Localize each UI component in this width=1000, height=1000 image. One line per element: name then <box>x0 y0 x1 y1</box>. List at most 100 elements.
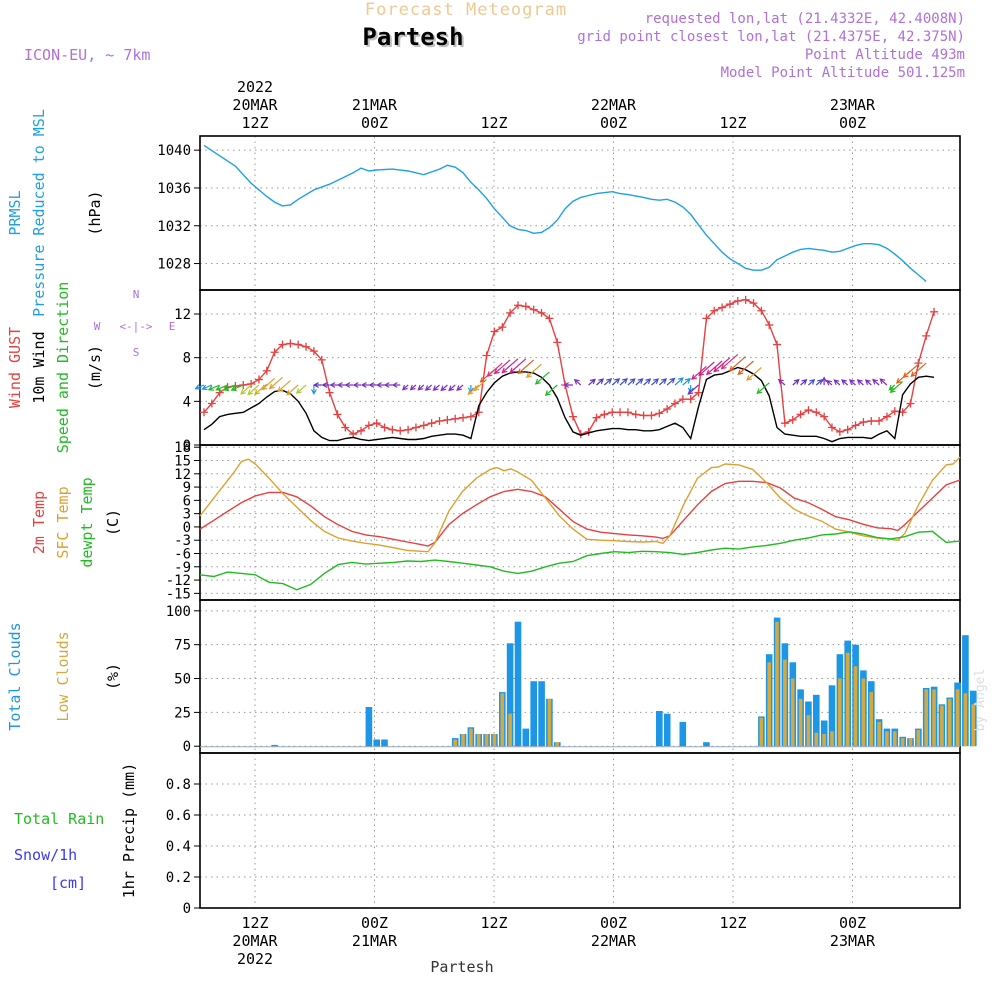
location-title: Partesh <box>364 25 465 53</box>
gust-marker <box>718 303 727 312</box>
wind-gust-line <box>203 299 935 435</box>
clouds-axis-title: Total Clouds <box>6 622 24 730</box>
time-axis-label: 22MAR <box>591 932 637 950</box>
total-cloud-bar <box>381 739 388 747</box>
gust-marker <box>553 338 562 347</box>
low-cloud-bar <box>838 678 842 747</box>
time-axis-label: 23MAR <box>830 96 876 114</box>
gust-marker <box>380 423 389 432</box>
temperature-ytick-label: -12 <box>166 573 191 589</box>
low-cloud-bar <box>908 738 913 747</box>
wind-ytick-label: 4 <box>183 394 191 410</box>
gust-marker <box>812 408 821 417</box>
low-cloud-bar <box>492 734 497 747</box>
pressure-axis-title: Pressure Reduced to MSL <box>30 109 48 317</box>
wind-direction-arrow <box>493 359 511 375</box>
wind-direction-arrow <box>563 382 573 388</box>
low-cloud-bar <box>798 698 803 747</box>
prmsl-line <box>203 144 927 283</box>
gust-marker <box>906 399 915 408</box>
wind-axis-title: (m/s) <box>86 345 104 390</box>
gust-marker <box>914 359 923 368</box>
precip-panel: 0 0.2 0.4 0.6 0.8 Total Rain Snow/1h [cm] 1hr Pr… <box>14 752 961 917</box>
time-axis-label: 00Z <box>600 114 627 132</box>
wind-direction-arrow <box>737 360 754 376</box>
time-axis-label: 00Z <box>361 914 388 932</box>
sfc-temp-line <box>199 456 961 553</box>
wind-direction-arrow <box>432 384 440 392</box>
low-cloud-bar <box>461 734 465 747</box>
low-cloud-bar <box>469 728 473 747</box>
precip-legend-unit: [cm] <box>50 874 86 892</box>
wind-direction-arrow <box>509 358 527 374</box>
wind-direction-arrow <box>517 359 535 375</box>
gust-marker <box>741 295 750 304</box>
time-axis-label: 2022 <box>237 78 273 96</box>
wind-direction-arrow <box>603 378 613 386</box>
wind-direction-arrow <box>417 384 425 391</box>
total-cloud-bar <box>663 713 671 747</box>
total-cloud-bar <box>813 694 820 747</box>
total-cloud-bar <box>656 711 663 747</box>
wind-direction-arrow <box>247 384 260 396</box>
gust-marker <box>427 419 436 428</box>
wind-direction-arrow <box>841 379 849 386</box>
wind-direction-arrow <box>746 367 762 381</box>
wind-direction-arrow <box>194 384 205 390</box>
gust-marker <box>600 410 609 419</box>
gust-marker <box>882 412 891 421</box>
wind-direction-arrow <box>808 378 816 386</box>
time-axis-label: 00Z <box>839 914 866 932</box>
temperature-ytick-label: 18 <box>174 440 191 456</box>
clouds-ytick-label: 50 <box>174 672 191 688</box>
low-cloud-bar <box>885 731 889 747</box>
clouds-axis-title: Low Clouds <box>54 631 72 721</box>
low-cloud-bar <box>900 738 905 747</box>
wind-ytick-label: 12 <box>174 307 191 323</box>
gust-marker <box>270 348 279 357</box>
gust-marker <box>247 379 256 388</box>
gust-marker <box>678 395 687 404</box>
precip-ytick-label: 0.2 <box>166 870 191 886</box>
time-axis-label: 23MAR <box>830 932 876 950</box>
time-axis-label: 00Z <box>839 114 866 132</box>
watermark: by Angel <box>973 669 988 732</box>
wind-direction-arrow <box>627 378 636 386</box>
temperature-ytick-label: -9 <box>174 560 191 576</box>
gust-marker <box>843 425 852 434</box>
temperature-axis-title: dewpt Temp <box>78 477 96 567</box>
wind-direction-arrow <box>286 384 299 396</box>
gust-marker <box>207 399 216 408</box>
low-cloud-bar <box>783 659 787 747</box>
gust-marker <box>545 314 554 323</box>
wind-direction-arrow <box>383 382 393 388</box>
wind-direction-arrow <box>336 382 346 388</box>
gust-marker <box>835 427 844 436</box>
gust-marker <box>631 410 640 419</box>
total-cloud-bar <box>506 643 514 747</box>
grid-point-coords: grid point closest lon,lat (21.4375E, 42… <box>577 29 965 45</box>
gust-marker <box>639 411 648 420</box>
wind-direction-arrow <box>792 378 800 386</box>
wind-direction-arrow <box>872 378 880 386</box>
wind-direction-arrow <box>910 362 927 378</box>
wind-direction-arrow <box>222 384 236 391</box>
wind-direction-arrow <box>691 365 707 380</box>
wind-direction-arrow <box>368 382 377 388</box>
precip-ytick-label: 0.8 <box>166 777 191 793</box>
wind-axis-title: 10m Wind <box>30 331 48 403</box>
pressure-ytick-label: 1036 <box>157 181 191 197</box>
low-cloud-bar <box>555 742 559 747</box>
wind-direction-arrow <box>666 377 676 386</box>
gust-marker <box>514 301 522 310</box>
wind-direction-arrow <box>611 377 621 386</box>
time-axis-label: 22MAR <box>591 96 637 114</box>
pressure-ytick-label: 1040 <box>157 143 191 159</box>
gust-marker <box>757 306 766 315</box>
gust-marker <box>325 388 334 397</box>
low-cloud-bar <box>830 731 834 747</box>
wind-direction-arrow <box>254 383 268 396</box>
point-altitude: Point Altitude 493m <box>805 47 965 63</box>
wind-direction-arrow <box>879 378 888 386</box>
